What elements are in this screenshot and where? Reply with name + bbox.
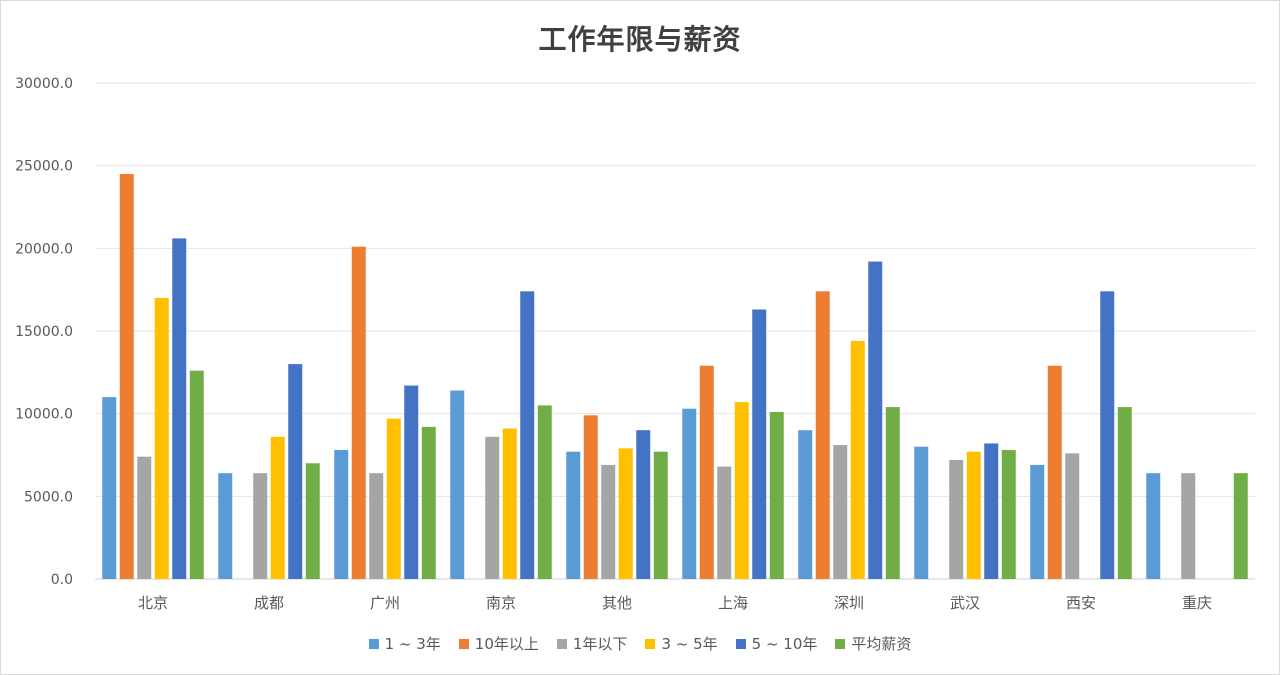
bar (583, 415, 598, 579)
bar (618, 448, 633, 579)
bar (218, 473, 233, 579)
bar (386, 418, 401, 579)
x-category-label: 广州 (370, 594, 400, 612)
bar (815, 291, 830, 579)
bar (798, 430, 813, 579)
legend-label: 1 ~ 3年 (384, 635, 441, 653)
y-tick-label: 20000.0 (15, 241, 73, 257)
bar (1181, 473, 1196, 579)
bar (1233, 473, 1248, 579)
legend-label: 5 ~ 10年 (751, 635, 818, 653)
bar (1100, 291, 1115, 579)
bar (369, 473, 384, 579)
bar (769, 412, 784, 579)
legend-swatch (458, 638, 469, 649)
x-category-label: 南京 (486, 594, 516, 612)
bar (752, 309, 767, 579)
bar (253, 473, 268, 579)
x-category-label: 西安 (1066, 594, 1096, 612)
bar (404, 385, 419, 579)
bar (833, 445, 848, 579)
bar (421, 426, 436, 579)
legend-label: 3 ~ 5年 (661, 635, 718, 653)
bar (334, 450, 349, 579)
bar (1065, 453, 1080, 579)
bar (1001, 450, 1016, 579)
bar (351, 246, 366, 579)
chart-legend: 1 ~ 3年 10年以上 1年以下 3 ~ 5年 5 ~ 10年 平均薪资 (0, 633, 1280, 654)
bar (137, 456, 152, 579)
bar (984, 443, 999, 579)
y-tick-label: 5000.0 (24, 489, 73, 505)
bar (682, 408, 697, 579)
bar (172, 238, 187, 579)
bar (502, 428, 517, 579)
bar (601, 464, 616, 579)
bar (885, 407, 900, 579)
bar (189, 370, 204, 579)
x-category-label: 武汉 (950, 594, 980, 612)
bar (699, 365, 714, 579)
y-tick-label: 30000.0 (15, 76, 73, 92)
bar (270, 436, 285, 579)
bar (305, 463, 320, 579)
bar (485, 436, 500, 579)
bar (1030, 464, 1045, 579)
bar (566, 451, 581, 579)
x-category-label: 重庆 (1182, 594, 1212, 612)
bar (288, 364, 303, 579)
bar (734, 402, 749, 579)
bar (1117, 407, 1132, 579)
y-tick-label: 0.0 (51, 572, 73, 588)
bar (636, 430, 651, 579)
bar (653, 451, 668, 579)
legend-swatch (835, 638, 846, 649)
bar (717, 466, 732, 579)
y-tick-label: 25000.0 (15, 159, 73, 175)
x-category-label: 上海 (718, 594, 748, 612)
legend-swatch (556, 638, 567, 649)
bar (850, 340, 865, 579)
bar (868, 261, 883, 579)
bar (949, 459, 964, 579)
legend-item: 1 ~ 3年 (368, 633, 441, 654)
x-category-label: 北京 (138, 594, 168, 612)
x-category-label: 其他 (602, 594, 632, 612)
legend-swatch (735, 638, 746, 649)
bar (1146, 473, 1161, 579)
bar (966, 451, 981, 579)
legend-item: 1年以下 (556, 633, 628, 654)
legend-item: 平均薪资 (835, 633, 911, 654)
bar (154, 297, 169, 579)
legend-swatch (368, 638, 379, 649)
legend-label: 10年以上 (474, 635, 539, 653)
bar (450, 390, 465, 579)
chart-title: 工作年限与薪资 (538, 23, 742, 56)
bar (537, 405, 552, 579)
bar (1047, 365, 1062, 579)
y-tick-label: 15000.0 (15, 324, 73, 340)
legend-label: 平均薪资 (851, 635, 912, 653)
x-category-label: 深圳 (834, 594, 864, 612)
bar (520, 291, 535, 579)
legend-label: 1年以下 (572, 635, 628, 653)
legend-item: 5 ~ 10年 (735, 633, 818, 654)
x-category-label: 成都 (254, 594, 284, 612)
legend-swatch (645, 638, 656, 649)
bar (102, 397, 117, 579)
legend-item: 10年以上 (458, 633, 539, 654)
legend-item: 3 ~ 5年 (645, 633, 718, 654)
y-tick-label: 10000.0 (15, 407, 73, 423)
bar (914, 446, 929, 579)
bar (119, 173, 134, 579)
